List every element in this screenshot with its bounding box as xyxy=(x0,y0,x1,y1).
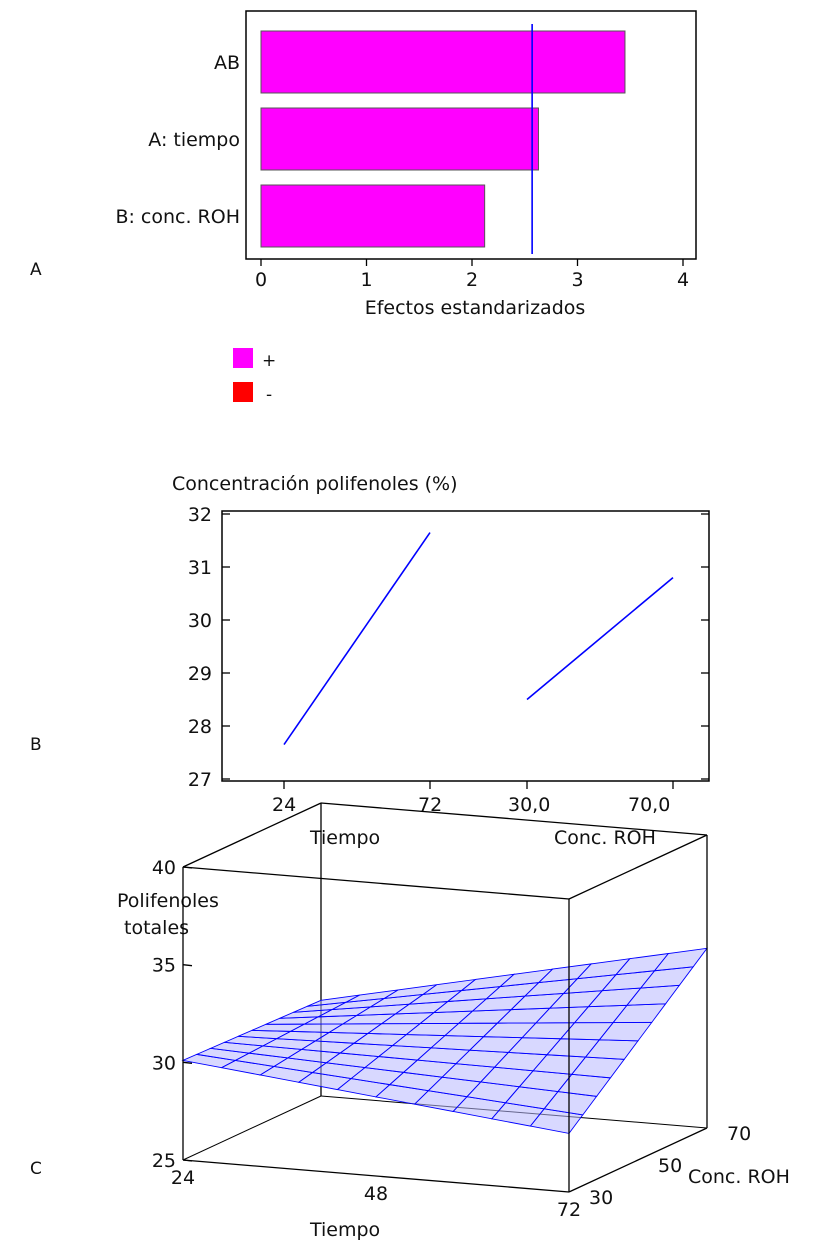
y-tick-label: 30 xyxy=(188,610,212,632)
y-axis-label-conc: Conc. ROH xyxy=(688,1166,790,1188)
panel-label-a: A xyxy=(30,260,42,280)
legend-swatch-positive xyxy=(233,348,253,368)
x-tick-label: 2 xyxy=(466,269,478,291)
z-tick-label: 30 xyxy=(152,1052,176,1074)
z-label-line2: totales xyxy=(124,917,189,939)
chart-title-b: Concentración polifenoles (%) xyxy=(172,473,458,495)
x-tick-label: 72 xyxy=(557,1199,581,1221)
legend: + - xyxy=(233,348,276,405)
z-tick-mark xyxy=(182,1159,193,1162)
z-tick-label: 35 xyxy=(152,955,176,977)
panel-label-c: C xyxy=(30,1159,42,1179)
y-tick-label: 30 xyxy=(589,1187,613,1209)
x-tick-label: 0 xyxy=(255,269,267,291)
category-label: A: tiempo xyxy=(148,129,240,151)
effect-line-conc-roh xyxy=(526,576,674,701)
panel-label-b: B xyxy=(30,735,42,755)
legend-label-positive: + xyxy=(262,351,276,371)
z-tick-mark xyxy=(182,1061,193,1064)
box-edge-right-top xyxy=(568,834,708,900)
x-tick-tiempo-low: 24 xyxy=(272,794,296,816)
effects-bar-chart: AB A: tiempo B: conc. ROH 0 1 2 3 4 Efectos es… xyxy=(115,10,697,319)
y-tick-label: 50 xyxy=(658,1155,682,1177)
y-tick-label: 32 xyxy=(188,504,212,526)
y-tick-label: 27 xyxy=(188,769,212,791)
x-tick-conc-low: 30,0 xyxy=(508,794,550,816)
x-label-conc: Conc. ROH xyxy=(554,827,656,849)
bar-ab xyxy=(260,30,626,94)
plot-frame-a xyxy=(245,10,697,260)
category-label: AB xyxy=(214,52,240,74)
x-tick-label: 48 xyxy=(364,1183,388,1205)
x-tick-label: 3 xyxy=(571,269,583,291)
bar-b-conc-roh xyxy=(260,184,486,248)
x-tick-label: 24 xyxy=(171,1167,195,1189)
z-tick-label: 25 xyxy=(152,1150,176,1172)
y-tick-label: 70 xyxy=(727,1123,751,1145)
legend-swatch-negative xyxy=(233,382,253,402)
box-edge-left-top xyxy=(182,802,322,868)
effect-line-tiempo xyxy=(283,532,431,746)
plot-frame-b xyxy=(221,510,710,782)
y-tick-label: 29 xyxy=(188,663,212,685)
x-label-tiempo: Tiempo xyxy=(309,827,380,849)
x-tick-conc-high: 70,0 xyxy=(628,794,670,816)
box-edge-left-bottom xyxy=(182,1095,322,1161)
y-tick-label: 28 xyxy=(188,716,212,738)
box-edge-x-axis xyxy=(182,1159,570,1193)
z-tick-mark xyxy=(182,866,193,869)
bar-a-tiempo xyxy=(260,107,539,171)
x-tick-tiempo-high: 72 xyxy=(418,794,442,816)
box-edge-back-top xyxy=(320,802,708,836)
z-tick-label: 40 xyxy=(152,857,176,879)
z-tick-mark xyxy=(182,964,193,967)
category-label: B: conc. ROH xyxy=(115,206,240,228)
x-tick-label: 4 xyxy=(677,269,689,291)
x-axis-label: Efectos estandarizados xyxy=(365,297,586,319)
x-tick-label: 1 xyxy=(360,269,372,291)
legend-label-negative: - xyxy=(266,385,272,405)
y-tick-label: 31 xyxy=(188,557,212,579)
x-axis-label-tiempo: Tiempo xyxy=(309,1219,380,1241)
box-edge-y-axis xyxy=(568,1127,708,1193)
box-edge-front-top xyxy=(182,866,570,900)
main-effects-chart: Concentración polifenoles (%) 27 28 29 30 31… xyxy=(172,473,710,849)
z-label-line1: Polifenoles xyxy=(117,890,219,912)
